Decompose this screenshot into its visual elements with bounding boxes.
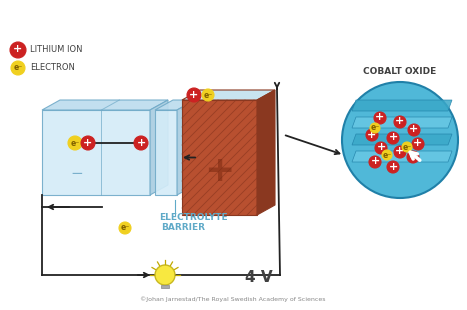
Text: +: + (413, 139, 423, 148)
Text: ELECTRON: ELECTRON (30, 64, 75, 73)
Text: e⁻: e⁻ (120, 224, 130, 232)
Polygon shape (352, 151, 452, 162)
Polygon shape (257, 90, 275, 215)
Circle shape (11, 61, 25, 75)
Circle shape (134, 136, 148, 150)
Polygon shape (155, 110, 177, 195)
Text: 4 V: 4 V (245, 271, 273, 286)
Polygon shape (150, 100, 168, 195)
Polygon shape (352, 117, 452, 128)
Circle shape (119, 222, 131, 234)
Circle shape (387, 132, 399, 144)
Text: +: + (368, 130, 376, 140)
Circle shape (402, 142, 412, 152)
Polygon shape (155, 100, 195, 110)
Circle shape (387, 161, 399, 173)
Circle shape (394, 116, 406, 128)
Text: LITHIUM ION: LITHIUM ION (30, 46, 83, 55)
Text: e⁻: e⁻ (71, 139, 80, 148)
Text: +: + (205, 154, 235, 188)
Circle shape (375, 142, 387, 154)
Text: +: + (410, 125, 418, 135)
Circle shape (366, 129, 378, 141)
Circle shape (68, 136, 82, 150)
Text: −: − (71, 166, 84, 180)
Circle shape (202, 89, 214, 101)
Text: +: + (396, 147, 404, 157)
Text: BARRIER: BARRIER (161, 223, 205, 232)
Polygon shape (352, 134, 452, 145)
Circle shape (407, 151, 419, 163)
Circle shape (412, 138, 424, 150)
Circle shape (10, 42, 26, 58)
Circle shape (342, 82, 458, 198)
Circle shape (370, 123, 380, 133)
Text: e⁻: e⁻ (403, 143, 411, 152)
Text: +: + (408, 152, 417, 162)
Circle shape (187, 88, 201, 102)
Polygon shape (177, 100, 195, 195)
Circle shape (374, 112, 386, 124)
Text: +: + (136, 138, 146, 148)
Text: +: + (14, 45, 22, 55)
Circle shape (408, 124, 420, 136)
Polygon shape (182, 90, 275, 100)
Polygon shape (42, 100, 168, 110)
Text: COBALT OXIDE: COBALT OXIDE (363, 67, 437, 76)
Polygon shape (161, 285, 169, 288)
Text: +: + (375, 113, 385, 122)
Polygon shape (42, 110, 150, 195)
Text: ELECTROLYTE: ELECTROLYTE (159, 213, 227, 222)
Text: ©Johan Jarnestad/The Royal Swedish Academy of Sciences: ©Johan Jarnestad/The Royal Swedish Acade… (140, 296, 326, 302)
Circle shape (382, 150, 392, 160)
Polygon shape (352, 100, 452, 111)
Circle shape (81, 136, 95, 150)
Polygon shape (182, 100, 257, 215)
Text: +: + (190, 90, 198, 100)
Text: +: + (84, 138, 92, 148)
Circle shape (394, 146, 406, 158)
Text: +: + (396, 117, 404, 126)
Circle shape (155, 265, 175, 285)
Text: e⁻: e⁻ (382, 150, 392, 160)
Circle shape (369, 156, 381, 168)
Text: +: + (370, 157, 380, 166)
Text: e⁻: e⁻ (14, 64, 22, 73)
Text: e⁻: e⁻ (203, 91, 212, 100)
Text: +: + (376, 143, 386, 153)
Text: +: + (389, 132, 397, 143)
Text: e⁻: e⁻ (370, 123, 380, 132)
Text: +: + (389, 162, 397, 171)
